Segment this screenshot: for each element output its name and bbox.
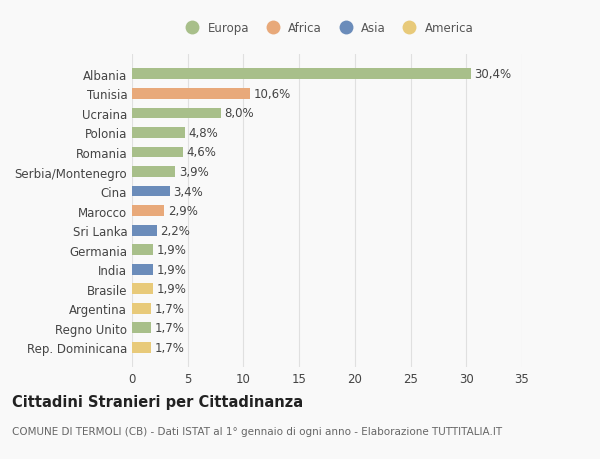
Text: 30,4%: 30,4% — [474, 68, 511, 81]
Bar — [132, 245, 153, 256]
Legend: Europa, Africa, Asia, America: Europa, Africa, Asia, America — [176, 17, 478, 39]
Text: COMUNE DI TERMOLI (CB) - Dati ISTAT al 1° gennaio di ogni anno - Elaborazione TU: COMUNE DI TERMOLI (CB) - Dati ISTAT al 1… — [12, 426, 502, 436]
Bar — [132, 89, 250, 100]
Text: 1,7%: 1,7% — [154, 302, 184, 315]
Text: 1,9%: 1,9% — [157, 244, 187, 257]
Text: 3,9%: 3,9% — [179, 166, 209, 179]
Text: 3,4%: 3,4% — [173, 185, 203, 198]
Bar — [132, 186, 170, 197]
Bar — [132, 323, 151, 334]
Bar — [132, 167, 175, 178]
Text: 4,8%: 4,8% — [189, 127, 218, 140]
Bar — [132, 264, 153, 275]
Text: 1,7%: 1,7% — [154, 341, 184, 354]
Bar — [132, 147, 183, 158]
Text: 2,2%: 2,2% — [160, 224, 190, 237]
Bar — [132, 69, 471, 80]
Bar — [132, 128, 185, 139]
Bar — [132, 303, 151, 314]
Bar — [132, 342, 151, 353]
Text: 8,0%: 8,0% — [224, 107, 254, 120]
Text: Cittadini Stranieri per Cittadinanza: Cittadini Stranieri per Cittadinanza — [12, 394, 303, 409]
Text: 4,6%: 4,6% — [187, 146, 217, 159]
Bar — [132, 284, 153, 295]
Text: 1,9%: 1,9% — [157, 283, 187, 296]
Text: 1,9%: 1,9% — [157, 263, 187, 276]
Text: 2,9%: 2,9% — [167, 205, 197, 218]
Text: 10,6%: 10,6% — [253, 88, 291, 101]
Bar — [132, 108, 221, 119]
Bar — [132, 225, 157, 236]
Bar — [132, 206, 164, 217]
Text: 1,7%: 1,7% — [154, 322, 184, 335]
